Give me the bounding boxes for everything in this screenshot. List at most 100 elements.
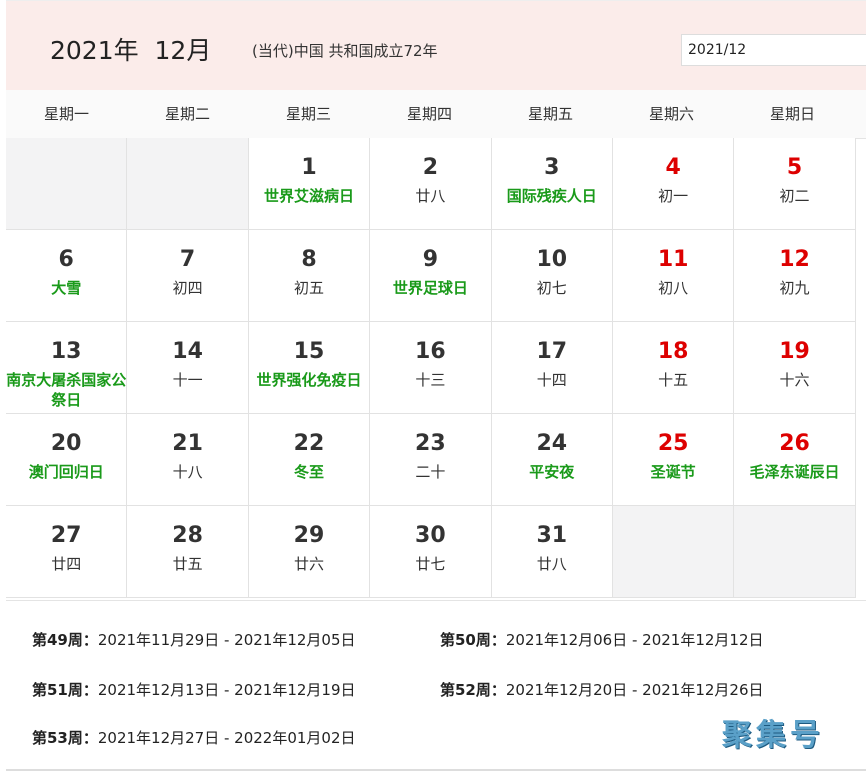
day-cell[interactable]: 6 大雪: [6, 230, 128, 322]
day-cell[interactable]: 31 廿八: [491, 506, 613, 598]
day-number: 24: [536, 431, 568, 456]
day-cell[interactable]: 10 初七: [491, 230, 613, 322]
day-cell[interactable]: 23 二十: [370, 414, 492, 506]
day-cell[interactable]: 27 廿四: [6, 506, 128, 598]
day-cell[interactable]: 1 世界艾滋病日: [248, 138, 371, 230]
day-cell[interactable]: 11 初八: [612, 230, 735, 322]
week-range: 2021年11月29日 - 2021年12月05日: [97, 631, 356, 649]
empty-day-cell: [127, 138, 249, 230]
day-cell[interactable]: 28 廿五: [127, 506, 249, 598]
lunar-date: 廿八: [415, 187, 446, 205]
lunar-date: 初九: [779, 279, 810, 297]
week-range-item: 第49周：2021年11月29日 - 2021年12月05日: [32, 629, 356, 650]
festival-label: 圣诞节: [650, 463, 696, 481]
day-cell[interactable]: 7 初四: [127, 230, 249, 322]
weekday-fri: 星期五: [527, 105, 573, 123]
empty-day-cell: [612, 506, 735, 598]
day-cell[interactable]: 14 十一: [127, 322, 249, 414]
day-number: 22: [293, 431, 325, 456]
day-number: 7: [179, 247, 196, 272]
day-number: 19: [779, 339, 810, 364]
weekday-mon: 星期一: [43, 105, 89, 123]
week-range: 2021年12月13日 - 2021年12月19日: [97, 681, 356, 699]
week-ranges: 第49周：2021年11月29日 - 2021年12月05日 第50周：2021…: [6, 600, 866, 771]
lunar-date: 廿六: [293, 555, 324, 573]
week-label: 第53周：: [32, 729, 98, 747]
lunar-date: 初二: [779, 187, 810, 205]
lunar-date: 十四: [536, 371, 567, 389]
day-number: 11: [657, 247, 689, 272]
lunar-date: 二十: [415, 463, 446, 481]
day-cell[interactable]: 30 廿七: [370, 506, 492, 598]
day-cell[interactable]: 5 初二: [734, 138, 856, 230]
day-cell[interactable]: 17 十四: [491, 322, 613, 414]
day-cell[interactable]: 21 十八: [127, 414, 249, 506]
festival-label: 国际残疾人日: [506, 187, 597, 205]
day-cell[interactable]: 24 平安夜: [491, 414, 613, 506]
festival-label: 大雪: [51, 279, 82, 297]
day-number: 1: [301, 155, 317, 180]
week-label: 第50周：: [440, 631, 506, 649]
lunar-date: 初四: [172, 279, 203, 297]
festival-label: 南京大屠杀国家公祭日: [6, 371, 127, 409]
weekday-sat: 星期六: [648, 105, 694, 123]
festival-label: 世界足球日: [392, 279, 468, 297]
day-number: 6: [58, 247, 74, 272]
day-cell[interactable]: 29 廿六: [248, 506, 371, 598]
day-number: 25: [657, 431, 689, 456]
day-number: 15: [293, 339, 325, 364]
weekday-thu: 星期四: [406, 105, 452, 123]
day-cell[interactable]: 19 十六: [734, 322, 856, 414]
day-cell[interactable]: 22 冬至: [248, 414, 371, 506]
day-cell[interactable]: 9 世界足球日: [370, 230, 492, 322]
week-range-item: 第53周：2021年12月27日 - 2022年01月02日: [32, 727, 356, 748]
festival-label: 毛泽东诞辰日: [749, 463, 840, 481]
week-range-item: 第51周：2021年12月13日 - 2021年12月19日: [32, 679, 356, 700]
day-cell[interactable]: 8 初五: [248, 230, 371, 322]
festival-label: 世界艾滋病日: [263, 187, 354, 205]
day-cell[interactable]: 2 廿八: [370, 138, 492, 230]
calendar-grid: 1 世界艾滋病日 2 廿八 3 国际残疾人日 4 初一 5 初二 6 大雪 7 初四 8 初五 9 世界足球日 10…: [6, 138, 856, 598]
day-cell[interactable]: 16 十三: [370, 322, 492, 414]
day-number: 20: [50, 431, 82, 456]
day-cell[interactable]: 3 国际残疾人日: [491, 138, 613, 230]
weekday-sun: 星期日: [769, 105, 815, 123]
day-cell[interactable]: 12 初九: [734, 230, 856, 322]
day-cell[interactable]: 4 初一: [612, 138, 735, 230]
month-title: 2021年 12月: [50, 36, 212, 65]
week-label: 第52周：: [440, 681, 506, 699]
lunar-date: 初八: [658, 279, 689, 297]
day-cell[interactable]: 15 世界强化免疫日: [248, 322, 371, 414]
empty-day-cell: [6, 138, 128, 230]
date-input[interactable]: [681, 34, 866, 66]
week-range: 2021年12月20日 - 2021年12月26日: [505, 681, 764, 699]
day-number: 9: [422, 247, 439, 272]
day-cell[interactable]: 26 毛泽东诞辰日: [734, 414, 856, 506]
calendar-header: 2021年 12月 (当代)中国 共和国成立72年: [6, 0, 866, 91]
day-number: 31: [536, 523, 568, 548]
day-cell[interactable]: 13 南京大屠杀国家公祭日: [6, 322, 128, 414]
day-number: 5: [786, 155, 803, 180]
day-number: 17: [536, 339, 568, 364]
day-number: 21: [172, 431, 203, 456]
day-cell[interactable]: 20 澳门回归日: [6, 414, 128, 506]
day-number: 23: [415, 431, 446, 456]
lunar-date: 初一: [658, 187, 689, 205]
festival-label: 澳门回归日: [28, 463, 104, 481]
lunar-date: 廿七: [415, 555, 446, 573]
day-number: 2: [422, 155, 439, 180]
era-subtitle: (当代)中国 共和国成立72年: [252, 42, 438, 60]
weekday-header-row: 星期一 星期二 星期三 星期四 星期五 星期六 星期日: [6, 90, 866, 139]
watermark-logo: 聚集号: [722, 718, 824, 753]
day-cell[interactable]: 18 十五: [612, 322, 735, 414]
week-range-item: 第50周：2021年12月06日 - 2021年12月12日: [440, 629, 764, 650]
day-number: 27: [50, 523, 82, 548]
empty-day-cell: [734, 506, 856, 598]
day-number: 16: [415, 339, 446, 364]
day-number: 14: [172, 339, 203, 364]
day-number: 3: [544, 155, 560, 180]
lunar-date: 十一: [172, 371, 203, 389]
day-number: 12: [779, 247, 810, 272]
day-cell[interactable]: 25 圣诞节: [612, 414, 735, 506]
festival-label: 世界强化免疫日: [256, 371, 362, 389]
